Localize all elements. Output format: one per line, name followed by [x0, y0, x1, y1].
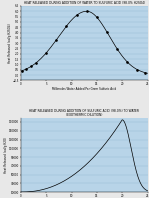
- Point: [86, 10, 88, 13]
- Point: [35, 61, 37, 64]
- Point: [21, 69, 24, 72]
- Point: [75, 14, 78, 17]
- Point: [65, 25, 68, 28]
- Point: [126, 60, 128, 64]
- Point: [136, 68, 139, 71]
- Title: HEAT RELEASED DURING ADDITION OF SULFURIC ACID (98.0%) TO WATER (EXOTHERMIC DILU: HEAT RELEASED DURING ADDITION OF SULFURI…: [29, 109, 139, 117]
- Y-axis label: Heat Released (cal/g H2SO4): Heat Released (cal/g H2SO4): [8, 23, 12, 63]
- Point: [45, 51, 47, 54]
- X-axis label: Millimoles Water Added Per Gram Sulfuric Acid: Millimoles Water Added Per Gram Sulfuric…: [52, 87, 116, 91]
- Point: [25, 68, 27, 71]
- Point: [106, 30, 108, 34]
- Y-axis label: Heat Released (cal/g H2O): Heat Released (cal/g H2O): [4, 137, 8, 173]
- Point: [116, 47, 118, 50]
- Point: [30, 65, 32, 68]
- Point: [96, 16, 98, 19]
- Point: [144, 71, 146, 74]
- Title: HEAT RELEASED DURING ADDITION OF WATER TO SULFURIC ACID (98.0% H2SO4): HEAT RELEASED DURING ADDITION OF WATER T…: [24, 1, 145, 5]
- Point: [55, 38, 58, 41]
